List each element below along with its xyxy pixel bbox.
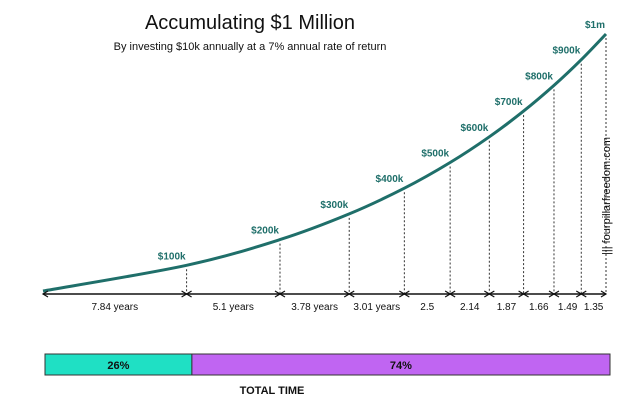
- milestone-label: $400k: [376, 174, 404, 185]
- interval-label: 1.87: [497, 302, 517, 313]
- interval-label: 1.66: [529, 302, 549, 313]
- interval-arrow-left: [185, 290, 192, 298]
- growth-line: [42, 32, 608, 293]
- total-time-segment-label-2: 74%: [390, 360, 412, 372]
- interval-arrow-left: [552, 290, 560, 298]
- interval-label: 2.5: [420, 302, 434, 313]
- total-time-segment-2: [191, 353, 611, 376]
- interval-arrow-left: [403, 290, 410, 298]
- milestone-label: $100k: [158, 251, 186, 262]
- milestone-guides: [186, 38, 607, 294]
- chart-title: Accumulating $1 Million: [145, 12, 355, 34]
- total-time-label: TOTAL TIME: [240, 385, 305, 397]
- interval-arrow-right: [600, 290, 608, 298]
- total-time-bar: 26% 74%: [44, 353, 611, 376]
- milestone-label: $800k: [525, 71, 553, 82]
- interval-label: 3.78 years: [291, 302, 338, 313]
- interval-label: 1.35: [584, 302, 604, 313]
- interval-arrow-left: [348, 290, 355, 298]
- milestone-label: $600k: [461, 123, 489, 134]
- milestone-label: $700k: [495, 97, 523, 108]
- interval-arrow-left: [448, 290, 456, 298]
- interval-arrow-left: [278, 290, 286, 298]
- interval-label: 3.01 years: [353, 302, 400, 313]
- milestone-label: $1m: [585, 20, 605, 31]
- chart-subtitle: By investing $10k annually at a 7% annua…: [114, 41, 387, 53]
- interval-label: 1.49: [558, 302, 578, 313]
- interval-label: 7.84 years: [91, 302, 138, 313]
- milestone-label: $900k: [552, 46, 580, 57]
- watermark: ||| fourpillarfreedom.com: [601, 137, 613, 255]
- interval-arrow-left: [488, 290, 495, 298]
- interval-arrows: [41, 290, 608, 298]
- milestone-labels: $100k $200k $300k $400k $500k $600k $700k $800k…: [158, 20, 605, 262]
- total-time-segment-label-1: 26%: [107, 360, 129, 372]
- interval-label: 2.14: [460, 302, 480, 313]
- interval-arrow-left: [580, 290, 587, 298]
- milestone-label: $500k: [421, 149, 449, 160]
- milestone-label: $200k: [251, 226, 279, 237]
- interval-arrow-left: [522, 290, 529, 298]
- milestone-label: $300k: [320, 200, 348, 211]
- interval-arrow-left: [41, 290, 49, 298]
- interval-labels: 7.84 years 5.1 years 3.78 years 3.01 years 2…: [91, 302, 603, 313]
- interval-label: 5.1 years: [213, 302, 254, 313]
